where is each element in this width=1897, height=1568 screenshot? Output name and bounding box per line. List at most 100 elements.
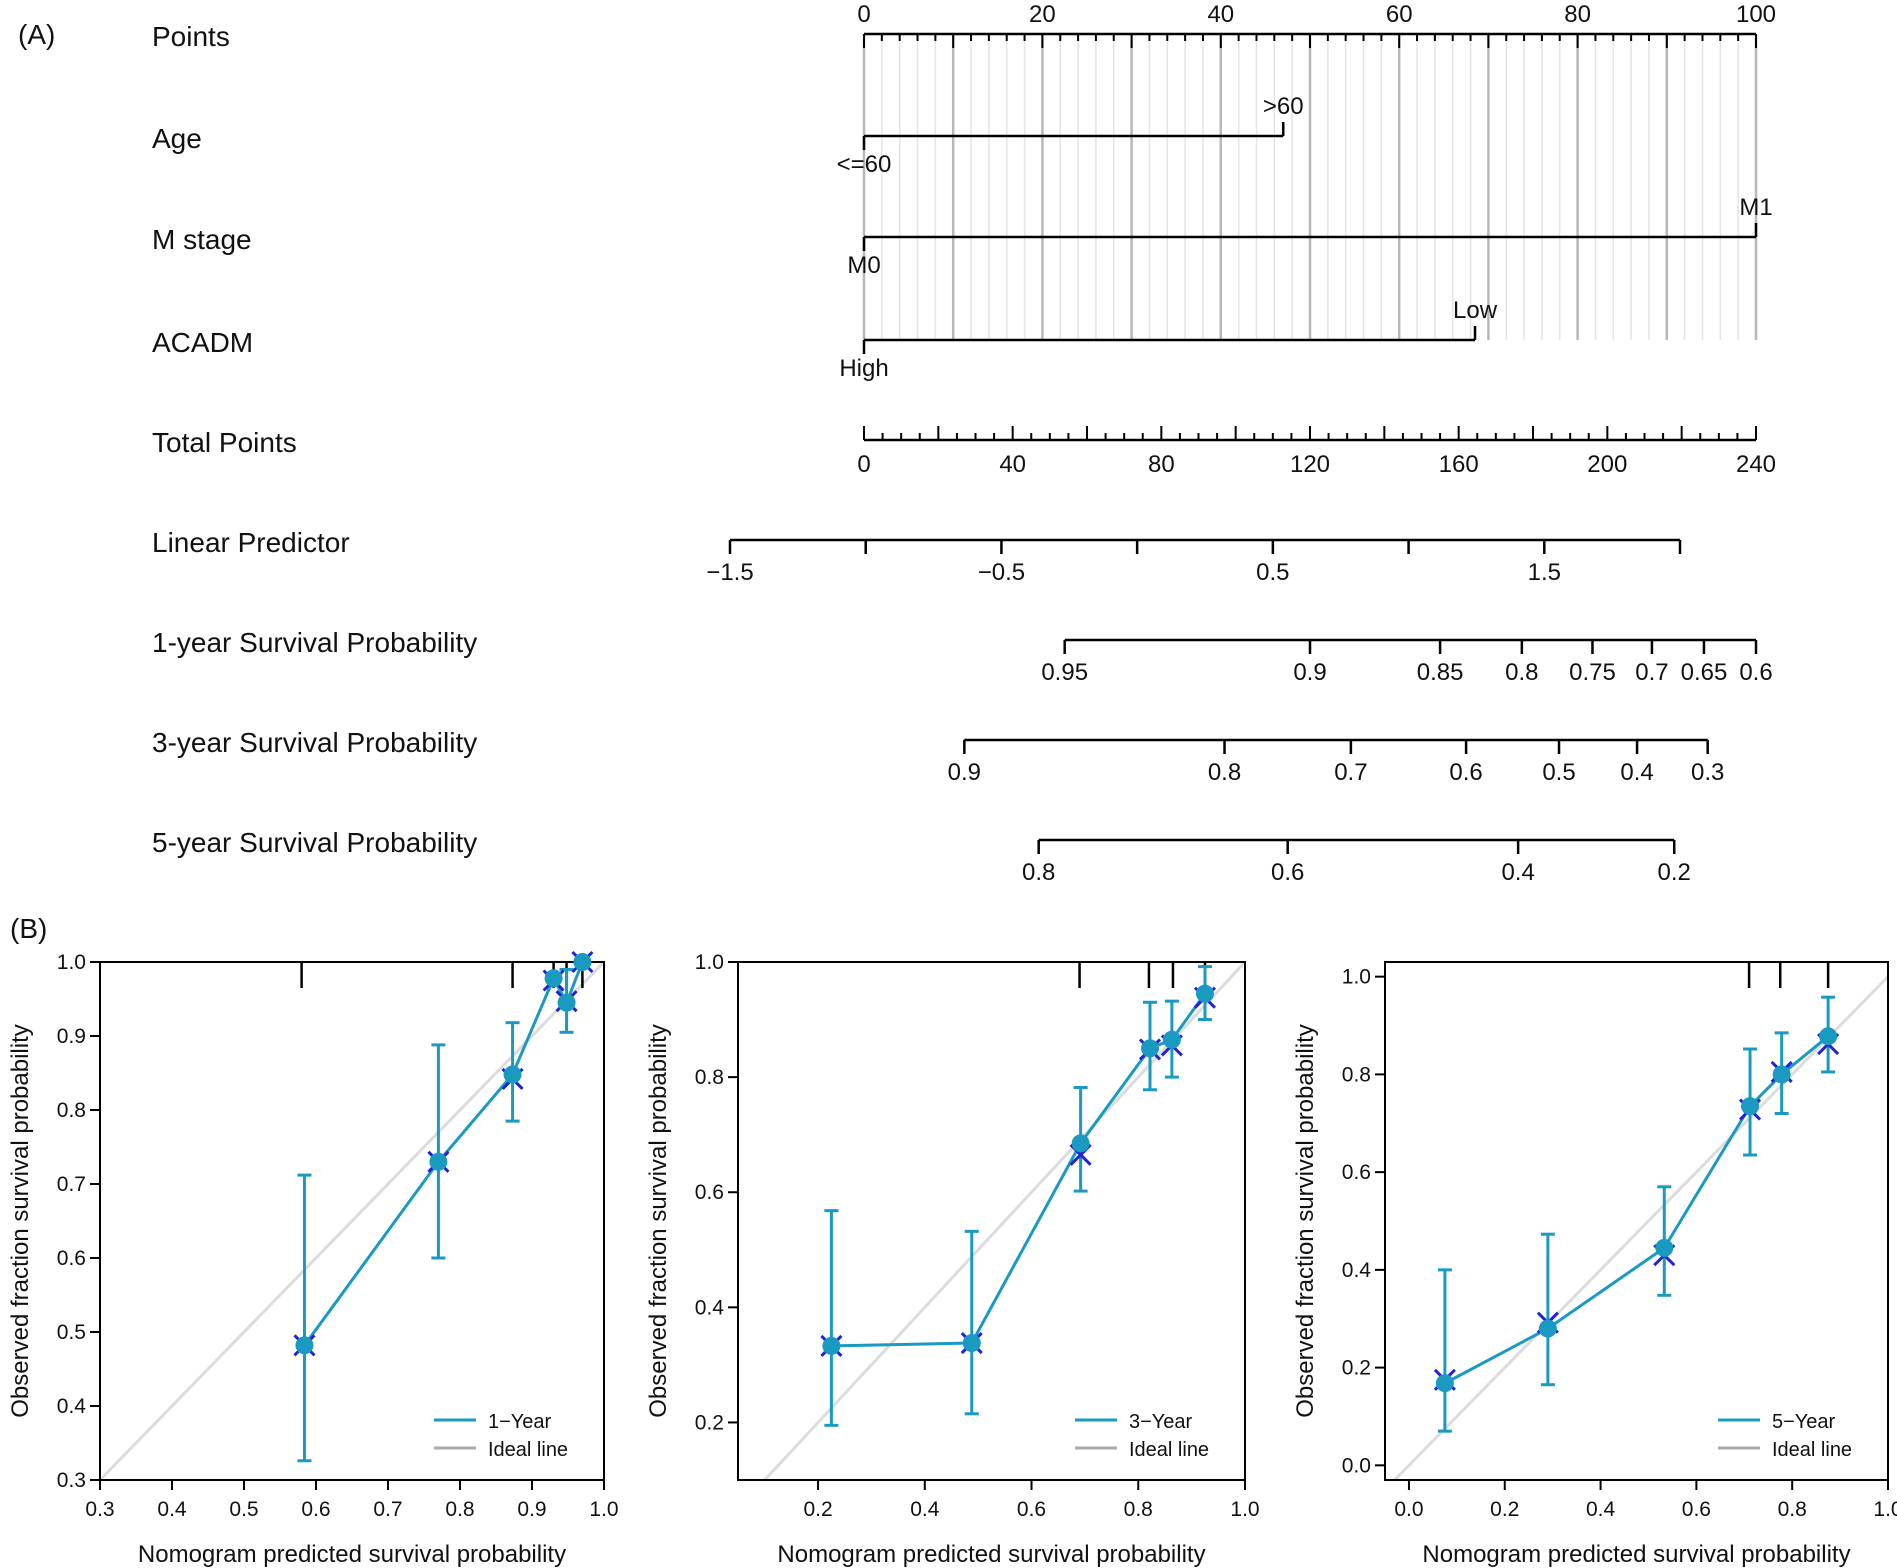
panel-label-a: (A)	[18, 19, 55, 50]
y-axis-title: Observed fraction survival probability	[645, 1024, 672, 1418]
total-points-tick-label: 40	[999, 451, 1026, 478]
total-points-tick-label: 0	[857, 451, 870, 478]
nomogram-row-label: Linear Predictor	[152, 527, 350, 558]
survival-tick-label: 0.95	[1041, 659, 1088, 686]
x-tick-label: 0.4	[1586, 1498, 1616, 1521]
x-tick-label: 0.2	[1490, 1498, 1519, 1521]
points-tick-label: 100	[1736, 1, 1776, 28]
data-point	[1141, 1039, 1160, 1058]
y-tick-label: 0.8	[695, 1066, 724, 1089]
factor-level-label: M1	[1739, 194, 1772, 221]
data-point	[544, 969, 563, 988]
ideal-line	[762, 962, 1245, 1480]
data-point	[1741, 1097, 1760, 1116]
survival-tick-label: 0.6	[1449, 759, 1482, 786]
survival-tick-label: 0.85	[1417, 659, 1464, 686]
ideal-line	[100, 962, 604, 1480]
survival-tick-label: 0.8	[1208, 759, 1241, 786]
x-tick-label: 1.0	[1873, 1498, 1897, 1521]
legend-label-ideal: Ideal line	[488, 1439, 568, 1461]
legend-label-series: 3−Year	[1129, 1411, 1193, 1433]
points-tick-label: 40	[1207, 1, 1234, 28]
calibration-line	[831, 992, 1207, 1348]
total-points-tick-label: 80	[1148, 451, 1175, 478]
x-tick-label: 0.7	[373, 1498, 402, 1521]
y-tick-label: 0.6	[57, 1247, 86, 1270]
y-tick-label: 0.4	[695, 1296, 725, 1319]
factor-level-label: <=60	[837, 151, 892, 178]
points-tick-label: 0	[857, 1, 870, 28]
x-tick-label: 0.6	[1682, 1498, 1711, 1521]
data-point	[429, 1152, 448, 1171]
data-point	[1195, 984, 1214, 1003]
calibration-line	[303, 961, 584, 1347]
y-axis-title: Observed fraction survival probability	[1292, 1024, 1319, 1418]
total-points-tick-label: 240	[1736, 451, 1776, 478]
y-tick-label: 0.2	[695, 1411, 724, 1434]
data-point	[1819, 1027, 1838, 1046]
survival-tick-label: 0.6	[1271, 859, 1304, 886]
y-tick-label: 0.7	[57, 1173, 86, 1196]
legend-label-series: 5−Year	[1772, 1411, 1836, 1433]
nomogram-row-label: 1-year Survival Probability	[152, 627, 477, 658]
panel-label-b: (B)	[10, 913, 47, 944]
survival-tick-label: 0.65	[1681, 659, 1728, 686]
x-tick-label: 0.2	[803, 1498, 832, 1521]
data-point	[822, 1336, 841, 1355]
points-tick-label: 60	[1386, 1, 1413, 28]
x-tick-label: 0.8	[1124, 1498, 1153, 1521]
survival-tick-label: 0.7	[1635, 659, 1668, 686]
survival-tick-label: 0.4	[1501, 859, 1534, 886]
survival-tick-label: 0.8	[1022, 859, 1055, 886]
data-point	[557, 993, 576, 1012]
survival-tick-label: 0.75	[1569, 659, 1616, 686]
plot-frame	[99, 961, 605, 1481]
y-tick-label: 0.4	[1342, 1259, 1372, 1282]
data-point	[962, 1334, 981, 1353]
y-tick-label: 1.0	[57, 951, 86, 974]
data-point	[1435, 1374, 1454, 1393]
y-tick-label: 0.3	[57, 1469, 86, 1492]
nomogram-row-label: Total Points	[152, 427, 297, 458]
survival-tick-label: 0.5	[1542, 759, 1575, 786]
survival-tick-label: 0.9	[948, 759, 981, 786]
data-point	[1655, 1238, 1674, 1257]
y-axis-title: Observed fraction survival probability	[7, 1024, 34, 1418]
survival-tick-label: 0.8	[1505, 659, 1538, 686]
x-tick-label: 0.6	[301, 1498, 330, 1521]
data-point	[295, 1336, 314, 1355]
total-points-tick-label: 120	[1290, 451, 1330, 478]
points-tick-label: 80	[1564, 1, 1591, 28]
x-tick-label: 0.4	[910, 1498, 940, 1521]
data-point	[573, 953, 592, 971]
x-tick-label: 0.5	[229, 1498, 258, 1521]
y-tick-label: 0.6	[1342, 1161, 1371, 1184]
factor-level-label: M0	[847, 252, 880, 279]
data-point	[1162, 1030, 1181, 1049]
x-tick-label: 0.4	[157, 1498, 187, 1521]
x-axis-title: Nomogram predicted survival probability	[777, 1541, 1205, 1568]
factor-level-label: Low	[1453, 297, 1498, 324]
x-axis-title: Nomogram predicted survival probability	[1422, 1541, 1850, 1568]
x-tick-label: 1.0	[1230, 1498, 1259, 1521]
survival-tick-label: 0.4	[1620, 759, 1653, 786]
y-tick-label: 1.0	[1342, 966, 1371, 989]
x-tick-label: 0.0	[1394, 1498, 1423, 1521]
x-tick-label: 0.8	[445, 1498, 474, 1521]
points-tick-label: 20	[1029, 1, 1056, 28]
survival-tick-label: 0.2	[1658, 859, 1691, 886]
y-tick-label: 0.9	[57, 1025, 86, 1048]
survival-tick-label: 0.7	[1334, 759, 1367, 786]
calibration-plot-3-year: 0.2 0.4 0.6 0.8 1.0 0.2 0.4 0.6 0.8 1.0 Nomogram p…	[645, 951, 1260, 1568]
nomogram-row-label: 3-year Survival Probability	[152, 727, 477, 758]
factor-level-label: >60	[1263, 93, 1304, 120]
legend-label-series: 1−Year	[488, 1411, 552, 1433]
ideal-line	[1392, 974, 1888, 1480]
x-tick-label: 0.8	[1778, 1498, 1807, 1521]
linear-predictor-tick-label: −1.5	[706, 559, 753, 586]
x-tick-label: 0.6	[1017, 1498, 1046, 1521]
x-tick-label: 1.0	[589, 1498, 618, 1521]
nomogram-row-label: Points	[152, 21, 230, 52]
data-point	[503, 1065, 522, 1084]
